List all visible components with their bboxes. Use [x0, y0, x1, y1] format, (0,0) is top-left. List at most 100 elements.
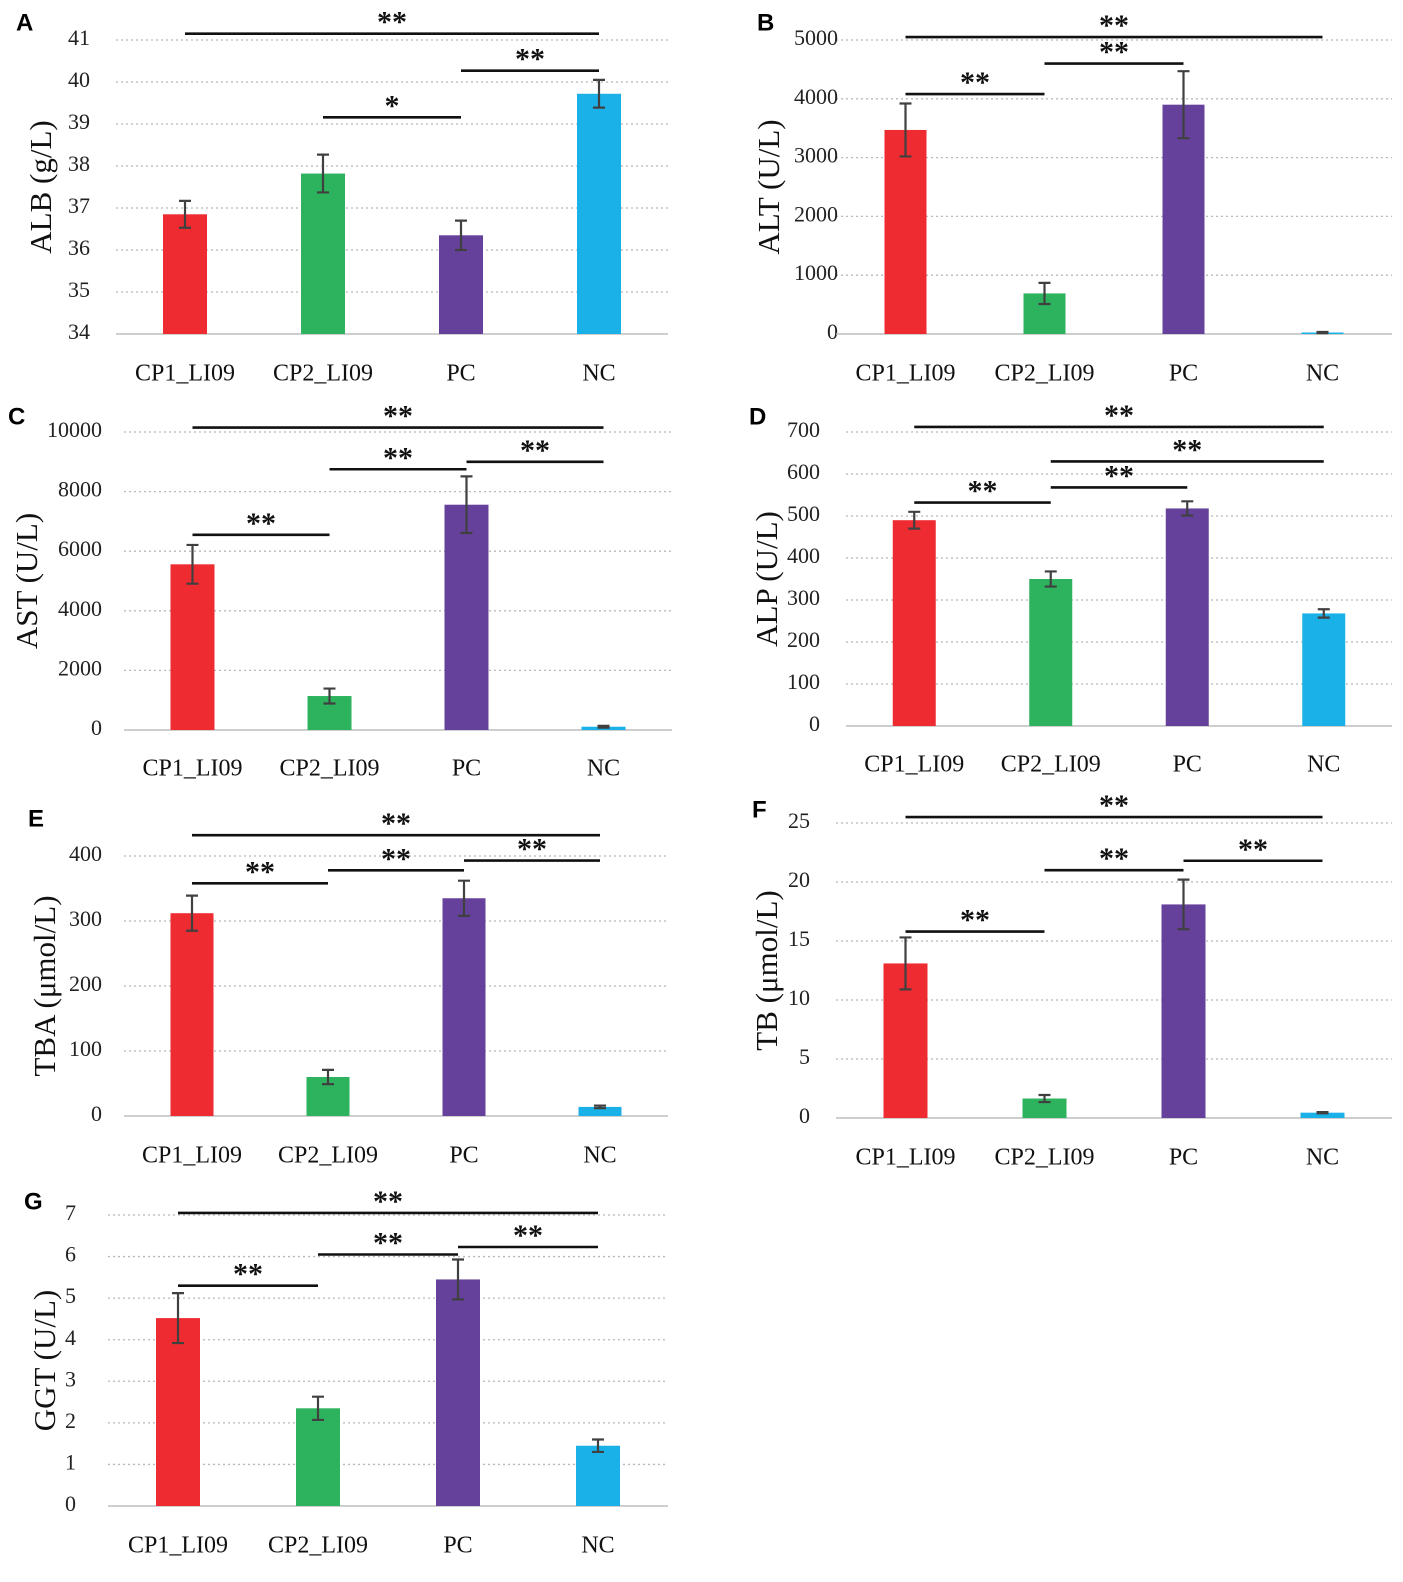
y-tick-label: 600 [787, 459, 820, 484]
y-tick-label: 4000 [794, 84, 838, 109]
y-axis-title: ALB (g/L) [23, 120, 58, 253]
category-label: CP1_LI09 [855, 1145, 955, 1171]
y-tick-label: 10 [788, 985, 810, 1010]
y-tick-label: 700 [787, 417, 820, 442]
significance-label: ** [515, 43, 545, 76]
panel-letter: F [752, 796, 767, 823]
significance-label: ** [1099, 36, 1129, 69]
y-tick-label: 100 [787, 669, 820, 694]
y-tick-label: 500 [787, 501, 820, 526]
significance-label: ** [1104, 459, 1134, 492]
category-label: CP2_LI09 [1001, 752, 1101, 778]
y-tick-label: 300 [69, 906, 102, 931]
error-bar [899, 936, 912, 991]
error-bar [1177, 878, 1190, 931]
error-bar [452, 1258, 464, 1301]
y-axis-title: GGT (U/L) [27, 1290, 62, 1431]
panel-letter: E [28, 805, 44, 832]
category-label: PC [446, 361, 475, 387]
y-tick-label: 2000 [794, 201, 838, 226]
error-bar [179, 199, 191, 229]
y-tick-label: 3 [65, 1366, 76, 1391]
y-tick-label: 10000 [47, 417, 102, 442]
y-tick-label: 0 [65, 1491, 76, 1516]
y-tick-label: 36 [68, 235, 90, 260]
y-tick-label: 1000 [794, 260, 838, 285]
bar-cp1-li09 [892, 520, 936, 726]
significance-label: ** [517, 833, 547, 866]
error-bar [1038, 1093, 1051, 1104]
category-label: NC [582, 361, 615, 387]
y-tick-label: 1 [65, 1449, 76, 1474]
significance-label: ** [373, 1226, 403, 1259]
y-tick-label: 0 [827, 319, 838, 344]
y-tick-label: 3000 [794, 143, 838, 168]
category-label: CP1_LI09 [864, 752, 964, 778]
panel-c: C 0 2000 4000 6000 8000 10000 CP1_LI09 CP2_LI09 P… [8, 400, 672, 782]
error-bar [1038, 281, 1051, 306]
panel-letter: D [749, 403, 766, 430]
panel-b: B 0 1000 2000 3000 4000 5000 CP1_LI09 CP2_LI09 PC… [751, 9, 1392, 387]
panel-letter: B [757, 9, 774, 36]
y-tick-label: 5000 [794, 25, 838, 50]
y-tick-label: 8000 [58, 477, 102, 502]
y-tick-label: 7 [65, 1200, 76, 1225]
error-bar [592, 1438, 604, 1454]
error-bar [312, 1395, 324, 1422]
significance-label: ** [381, 842, 411, 875]
category-label: CP1_LI09 [142, 1143, 242, 1169]
error-bar [322, 1068, 334, 1086]
y-axis-title: ALP (U/L) [749, 511, 784, 647]
category-label: CP1_LI09 [128, 1533, 228, 1559]
significance-label: ** [1099, 789, 1129, 822]
bar-cp1-li09 [170, 564, 215, 730]
error-bar [186, 543, 199, 585]
error-bar [1317, 608, 1330, 619]
category-label: CP1_LI09 [142, 756, 242, 782]
significance-label: ** [383, 441, 413, 474]
error-bar [594, 1104, 606, 1110]
y-tick-label: 200 [787, 627, 820, 652]
y-tick-label: 41 [68, 25, 90, 50]
y-tick-label: 400 [787, 543, 820, 568]
bar-cp1-li09 [884, 129, 927, 334]
y-tick-label: 4 [65, 1325, 76, 1350]
significance-label: ** [1099, 842, 1129, 875]
y-tick-label: 0 [91, 1101, 102, 1126]
error-bar [899, 102, 912, 158]
y-tick-label: 0 [91, 715, 102, 740]
significance-label: ** [373, 1185, 403, 1218]
panel-g: G 0 1 2 3 4 5 6 7 CP1_LI09 CP2_LI09 PC NC GGT (U/L) **… [24, 1185, 668, 1559]
category-label: CP2_LI09 [994, 1145, 1094, 1171]
significance-label: ** [381, 807, 411, 840]
panel-f: F 0 5 10 15 20 25 CP1_LI09 CP2_LI09 PC NC TB (μmol/… [749, 789, 1392, 1171]
bar-pc [444, 504, 489, 730]
significance-label: ** [513, 1219, 543, 1252]
bar-cp2-li09 [301, 173, 345, 334]
significance-label: ** [383, 400, 413, 433]
bar-nc [1300, 1112, 1345, 1118]
category-label: NC [583, 1143, 616, 1169]
bar-nc [576, 1445, 620, 1506]
y-axis-title: TBA (μmol/L) [27, 895, 62, 1076]
y-tick-label: 25 [788, 808, 810, 833]
bar-pc [1162, 104, 1205, 335]
bar-pc [1165, 508, 1209, 726]
error-bar [460, 475, 473, 535]
panel-e: E 0 100 200 300 400 CP1_LI09 CP2_LI09 PC NC TBA (μ… [27, 805, 668, 1169]
category-label: PC [1169, 1145, 1198, 1171]
error-bar [1316, 1111, 1329, 1115]
y-tick-label: 15 [788, 926, 810, 951]
category-label: CP2_LI09 [268, 1533, 368, 1559]
significance-label: * [385, 89, 400, 122]
significance-label: ** [245, 855, 275, 888]
error-bar [186, 894, 198, 932]
bar-cp1-li09 [170, 913, 214, 1116]
y-tick-label: 5 [65, 1283, 76, 1308]
y-tick-label: 6000 [58, 536, 102, 561]
bar-nc [578, 1106, 622, 1116]
significance-label: ** [377, 6, 407, 39]
y-tick-label: 37 [68, 193, 90, 218]
bar-cp2-li09 [296, 1408, 340, 1506]
bar-cp2-li09 [1022, 1098, 1067, 1118]
